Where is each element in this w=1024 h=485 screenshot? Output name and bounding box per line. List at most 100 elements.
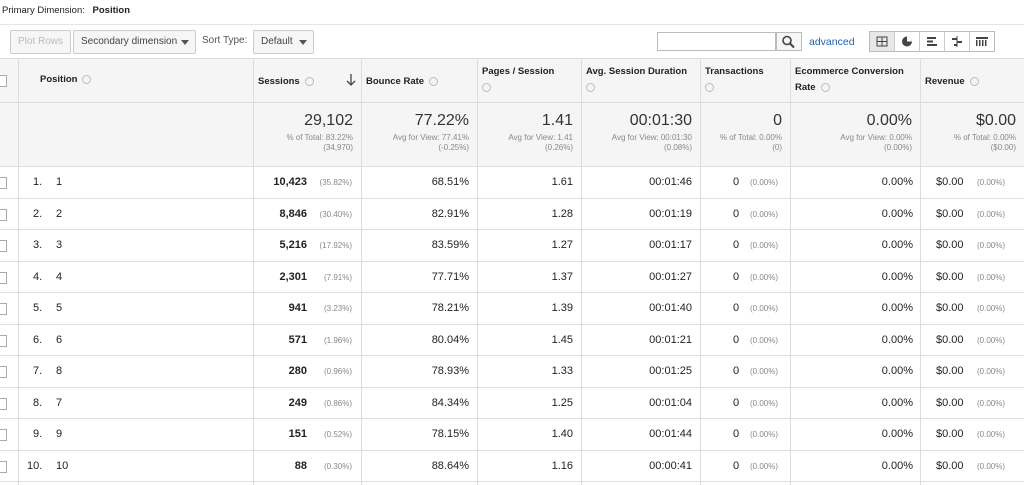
avg-session-duration: 00:00:41 (649, 459, 692, 472)
pie-view[interactable] (895, 32, 920, 51)
sessions: 249 (288, 396, 307, 409)
avg-session-duration: 00:01:27 (649, 270, 692, 283)
sessions: 2,301 (279, 270, 307, 283)
column-header[interactable]: Avg. Session Duration (586, 64, 692, 92)
revenue-percent: (0.00%) (977, 241, 1006, 250)
column-header[interactable]: Position (40, 72, 245, 88)
revenue-percent: (0.00%) (977, 272, 1006, 282)
row-checkbox[interactable] (0, 240, 7, 252)
header-label: Sessions (258, 76, 300, 87)
avg-session-duration: 00:01:21 (649, 333, 692, 346)
header-label: Position (40, 74, 78, 85)
column-header[interactable]: Sessions (258, 74, 353, 90)
sessions: 571 (288, 333, 307, 346)
label: Primary Dimension: (2, 5, 85, 16)
sessions: 8,846 (279, 207, 307, 220)
column-header[interactable]: Pages / Session (482, 64, 573, 92)
help-icon[interactable] (820, 82, 830, 92)
row-checkbox[interactable] (0, 334, 7, 347)
column-line (790, 58, 791, 485)
bar-view[interactable] (920, 32, 945, 51)
total-subtext: (0.08%) (663, 143, 692, 152)
row-checkbox[interactable] (0, 208, 7, 221)
row-checkbox[interactable] (0, 366, 7, 378)
row-checkbox[interactable] (0, 460, 7, 473)
revenue-percent: (0.00%) (977, 178, 1006, 187)
pages-per-session: 1.33 (551, 365, 573, 377)
column-header[interactable]: Ecommerce Conversion Rate (795, 64, 912, 96)
column-header[interactable]: Bounce Rate (366, 74, 469, 90)
avg-session-duration: 00:01:40 (649, 302, 692, 314)
sessions: 941 (288, 302, 307, 314)
revenue: $0.00 (936, 428, 964, 440)
header-bg (0, 58, 1024, 166)
transactions: 0 (733, 176, 740, 188)
row-index: 10. (27, 459, 43, 472)
conversion-rate: 0.00% (881, 207, 913, 220)
avg-session-duration: 00:01:25 (649, 365, 692, 377)
position: 2 (56, 207, 63, 220)
row-checkbox[interactable] (0, 177, 7, 189)
column-header[interactable]: Transactions (705, 64, 782, 92)
bar-icon (927, 37, 937, 46)
pie-icon (902, 36, 912, 47)
compare-view[interactable] (945, 32, 970, 51)
position: 7 (56, 396, 63, 409)
pages-per-session: 1.39 (551, 302, 573, 314)
secondary-dimension-dropdown[interactable]: Secondary dimension (73, 30, 196, 54)
transactions: 0 (733, 239, 740, 251)
total-subtext: (0.26%) (544, 143, 573, 152)
avg-session-duration: 00:01:46 (649, 176, 692, 188)
advanced-link[interactable]: advanced (809, 36, 855, 48)
divider (0, 24, 1024, 25)
pages-per-session: 1.37 (551, 270, 573, 283)
total-subtext: (-0.25%) (438, 143, 469, 152)
row-checkbox[interactable] (0, 303, 7, 315)
header-label: Revenue (925, 76, 965, 87)
sessions-percent: (3.23%) (323, 304, 352, 313)
search-button[interactable] (776, 32, 802, 51)
revenue: $0.00 (936, 270, 964, 283)
sessions: 151 (288, 428, 307, 440)
pivot-view[interactable] (970, 32, 994, 51)
column-line (18, 58, 19, 485)
revenue-percent: (0.00%) (977, 335, 1006, 345)
table-view[interactable] (870, 32, 895, 51)
total-value: 77.22% (414, 112, 469, 129)
row-checkbox[interactable] (0, 397, 7, 410)
help-icon[interactable] (482, 83, 491, 92)
search-input[interactable] (657, 32, 776, 51)
view-switcher (869, 31, 995, 52)
column-line (253, 58, 254, 485)
row-line (0, 323, 1024, 325)
plot-rows-button[interactable]: Plot Rows (10, 30, 72, 54)
row-line (0, 292, 1024, 293)
row-line (0, 197, 1024, 199)
column-header[interactable]: Revenue (925, 74, 1016, 90)
help-icon[interactable] (429, 76, 439, 86)
row-index: 8. (33, 396, 43, 409)
pages-per-session: 1.25 (551, 396, 573, 409)
total-subtext: Avg for View: 1.41 (508, 133, 573, 142)
position: 10 (56, 459, 69, 472)
bounce-rate: 83.59% (431, 239, 469, 251)
bounce-rate: 88.64% (431, 459, 469, 472)
revenue: $0.00 (936, 333, 964, 346)
position: 8 (56, 365, 63, 377)
conversion-rate: 0.00% (881, 428, 913, 440)
help-icon[interactable] (969, 76, 979, 86)
sort-type-dropdown[interactable]: Default (253, 30, 314, 54)
row-checkbox[interactable] (0, 271, 7, 284)
help-icon[interactable] (586, 83, 595, 92)
row-checkbox[interactable] (0, 429, 7, 441)
row-index: 9. (33, 428, 43, 440)
help-icon[interactable] (304, 76, 314, 86)
avg-session-duration: 00:01:19 (649, 207, 692, 220)
help-icon[interactable] (705, 83, 714, 92)
help-icon[interactable] (82, 74, 92, 84)
label: Default (261, 36, 293, 47)
revenue: $0.00 (936, 207, 964, 220)
revenue: $0.00 (936, 365, 964, 377)
sessions-percent: (17.92%) (319, 241, 352, 250)
revenue: $0.00 (936, 239, 964, 251)
